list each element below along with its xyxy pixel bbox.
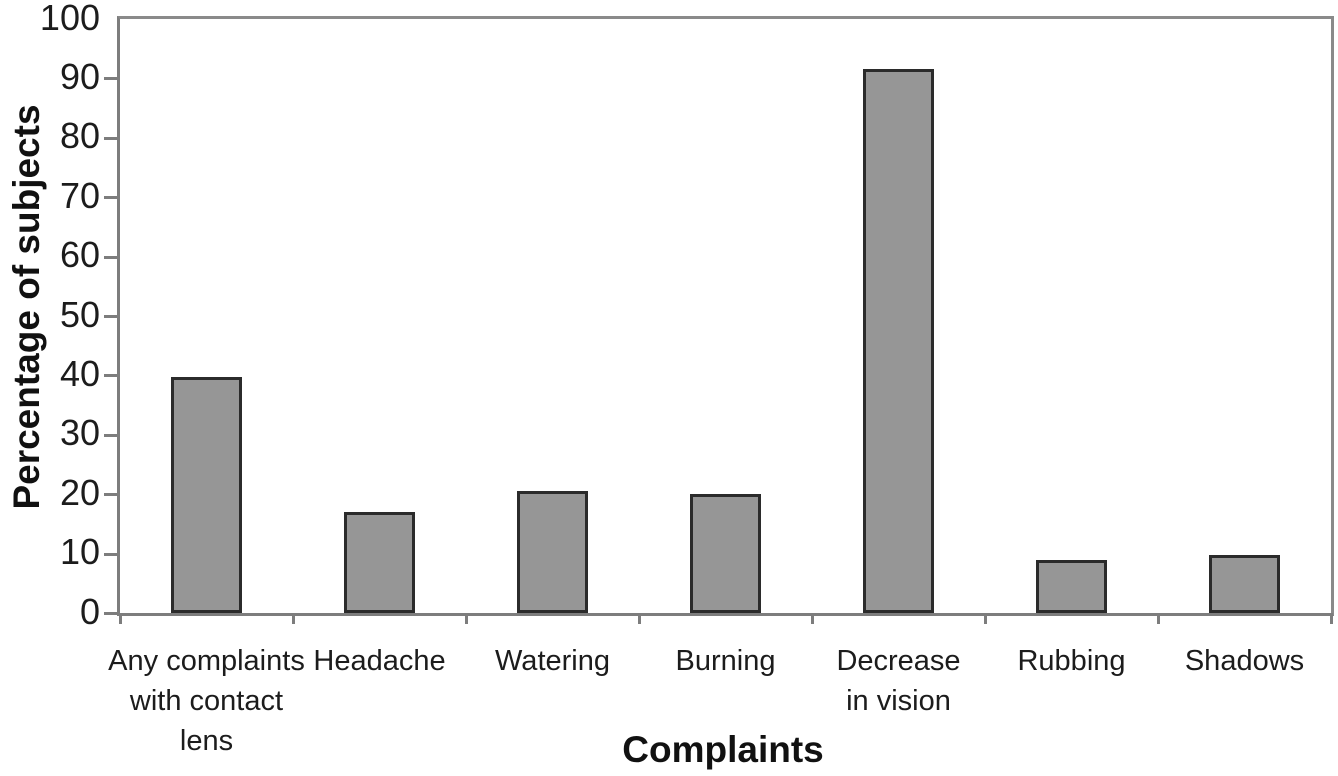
y-tick-label-20: 20 <box>59 471 100 513</box>
y-tick-40 <box>104 374 117 378</box>
x-tick-5 <box>983 613 987 624</box>
bar-decrease-in-vision <box>863 69 934 613</box>
x-category-label-line: lens <box>179 725 234 757</box>
y-tick-label-30: 30 <box>59 412 100 454</box>
x-category-label-line: with contact <box>129 685 284 717</box>
y-tick-70 <box>104 196 117 200</box>
y-tick-label-10: 10 <box>59 531 100 573</box>
y-tick-label-100: 100 <box>39 0 100 38</box>
x-axis-title: Complaints <box>622 729 824 770</box>
bar-headache <box>344 512 415 613</box>
x-tick-2 <box>464 613 468 624</box>
bar-shadows <box>1209 555 1280 613</box>
x-category-label-line: in vision <box>846 685 951 717</box>
x-category-label-line: Watering <box>495 645 610 677</box>
x-category-label-burning: Burning <box>619 641 833 681</box>
x-category-label-line: Shadows <box>1184 645 1305 677</box>
x-tick-1 <box>291 613 295 624</box>
y-tick-80 <box>104 136 117 140</box>
x-category-label-line: Decrease <box>836 645 961 677</box>
x-tick-7 <box>1329 613 1333 624</box>
x-category-label-line: Rubbing <box>1017 645 1126 677</box>
x-category-label-line: Any complaints <box>108 645 305 677</box>
x-category-label-line: Burning <box>675 645 776 677</box>
y-tick-label-90: 90 <box>59 55 100 97</box>
y-tick-20 <box>104 493 117 497</box>
y-tick-label-60: 60 <box>59 234 100 276</box>
bar-rubbing <box>1036 560 1107 613</box>
x-category-label-headache: Headache <box>273 641 487 681</box>
x-tick-3 <box>637 613 641 624</box>
x-tick-0 <box>118 613 122 624</box>
x-category-label-decrease-in-vision: Decrease in vision <box>792 641 1006 721</box>
y-tick-label-70: 70 <box>59 174 100 216</box>
y-tick-label-40: 40 <box>59 352 100 394</box>
y-tick-30 <box>104 433 117 437</box>
x-tick-6 <box>1156 613 1160 624</box>
plot-area <box>104 16 1334 624</box>
x-tick-4 <box>810 613 814 624</box>
x-category-label-shadows: Shadows <box>1138 641 1338 681</box>
y-tick-label-50: 50 <box>59 293 100 335</box>
y-tick-10 <box>104 552 117 556</box>
y-tick-label-80: 80 <box>59 115 100 157</box>
bar-any-complaints-with-contact-lens <box>171 377 242 613</box>
y-tick-50 <box>104 315 117 318</box>
bar-watering <box>517 491 588 613</box>
y-tick-90 <box>104 77 117 81</box>
x-category-label-rubbing: Rubbing <box>965 641 1179 681</box>
x-category-label-watering: Watering <box>446 641 660 681</box>
y-tick-60 <box>104 255 117 259</box>
x-category-label-any-complaints-with-contact-lens: Any complaints with contact lens <box>100 641 314 761</box>
y-tick-label-0: 0 <box>79 590 100 632</box>
bar-burning <box>690 494 761 613</box>
x-category-label-line: Headache <box>313 645 446 677</box>
y-tick-0 <box>104 612 117 615</box>
